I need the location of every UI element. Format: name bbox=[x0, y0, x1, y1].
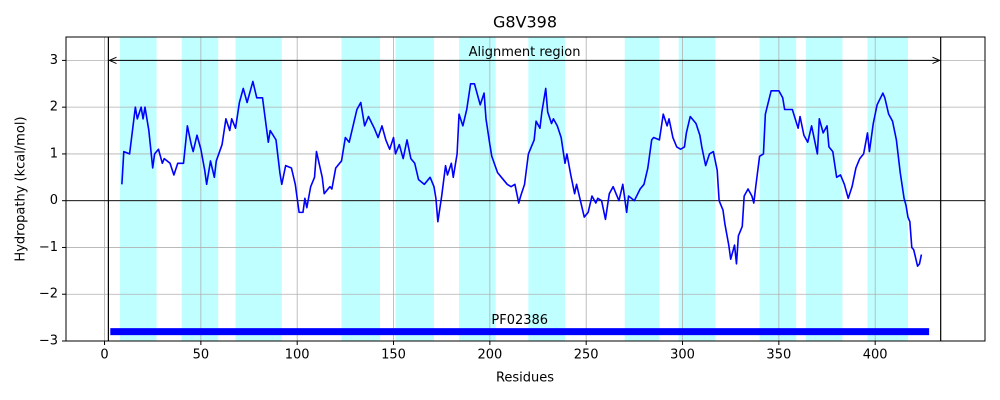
y-tick-label: −1 bbox=[39, 240, 58, 255]
region bbox=[528, 37, 565, 341]
x-tick-label: 50 bbox=[193, 348, 210, 363]
domain-bar bbox=[110, 328, 930, 336]
x-axis-label: Residues bbox=[496, 371, 554, 386]
region bbox=[867, 37, 908, 341]
region bbox=[395, 37, 434, 341]
region bbox=[119, 37, 157, 341]
y-axis-label: Hydropathy (kcal/mol) bbox=[14, 116, 29, 261]
plot-frame bbox=[65, 36, 986, 342]
region bbox=[678, 37, 716, 341]
y-tick-label: 2 bbox=[50, 100, 58, 115]
x-tick-label: 200 bbox=[477, 348, 502, 363]
y-tick-label: 1 bbox=[50, 146, 58, 161]
region bbox=[181, 37, 219, 341]
x-tick-label: 400 bbox=[863, 348, 888, 363]
y-tick-label: 3 bbox=[50, 53, 58, 68]
region bbox=[759, 37, 797, 341]
x-tick-label: 150 bbox=[381, 348, 406, 363]
y-tick-label: −3 bbox=[39, 334, 58, 349]
domain-label: PF02386 bbox=[491, 313, 548, 328]
y-tick-label: 0 bbox=[50, 193, 58, 208]
chart-title: G8V398 bbox=[493, 13, 557, 32]
x-tick-label: 300 bbox=[670, 348, 695, 363]
y-tick-label: −2 bbox=[39, 287, 58, 302]
hydropathy-line bbox=[121, 80, 923, 267]
region bbox=[624, 37, 660, 341]
region bbox=[805, 37, 843, 341]
region bbox=[235, 37, 282, 341]
x-tick-label: 100 bbox=[285, 348, 310, 363]
x-tick-label: 350 bbox=[766, 348, 791, 363]
x-tick-label: 0 bbox=[100, 348, 108, 363]
alignment-label: Alignment region bbox=[469, 45, 581, 60]
plot-area bbox=[66, 37, 985, 341]
x-tick-label: 250 bbox=[574, 348, 599, 363]
region bbox=[341, 37, 381, 341]
